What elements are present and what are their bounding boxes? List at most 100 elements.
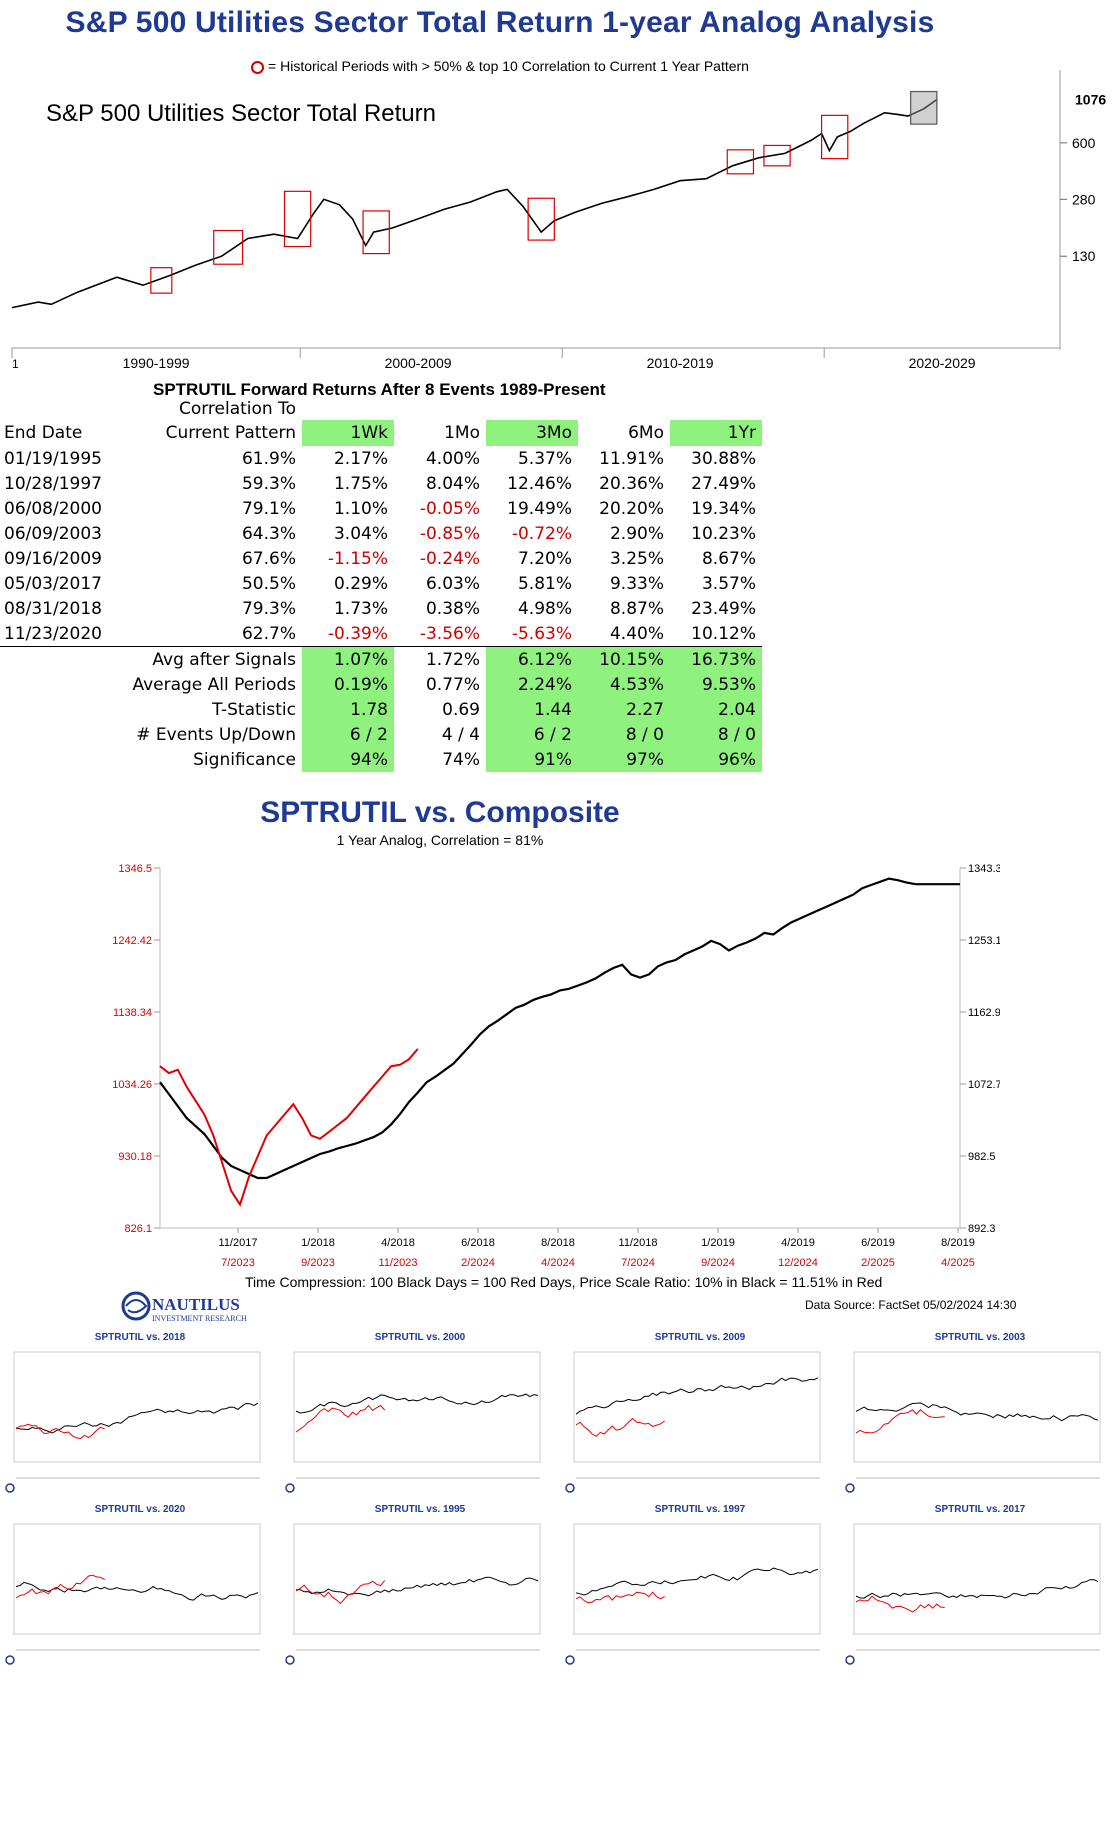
thumbnail-frame (573, 1351, 821, 1463)
table-cell: 1.73% (333, 598, 388, 619)
table-cell: 6.12% (486, 646, 578, 672)
table-cell: 9.33% (609, 573, 664, 594)
thumbnail-chart: SPTRUTIL vs. 1997 (565, 1504, 821, 1665)
table-cell: 11/23/2020 (4, 623, 102, 644)
logo-subtext: INVESTMENT RESEARCH (152, 1314, 247, 1323)
thumbnail-logo-icon (285, 1655, 295, 1665)
table-cell: 5.81% (517, 573, 572, 594)
logo-text: NAUTILUS (152, 1295, 240, 1314)
thumbnail-black-series (855, 1402, 1099, 1422)
highlight-period-box (213, 229, 244, 265)
composite-x-black-label: 6/2019 (861, 1237, 895, 1249)
page-title: S&P 500 Utilities Sector Total Return 1-… (65, 6, 935, 39)
composite-left-tick-label: 930.18 (118, 1151, 152, 1163)
logo-swirl-inner-icon (125, 1299, 148, 1314)
composite-black-series (159, 877, 960, 1180)
table-cell: 67.6% (241, 548, 296, 569)
composite-x-red-label: 2/2025 (861, 1257, 895, 1269)
thumbnail-frame (573, 1523, 821, 1635)
thumbnail-title: SPTRUTIL vs. 2020 (95, 1504, 186, 1515)
table-cell: 3.25% (609, 548, 664, 569)
composite-right-tick-label: 1072.7 (968, 1079, 1000, 1091)
table-cell: 19.49% (507, 498, 572, 519)
table-cell: 20.36% (599, 473, 664, 494)
composite-x-red-label: 7/2023 (221, 1257, 255, 1269)
composite-x-red-label: 11/2023 (379, 1257, 418, 1269)
table-cell: Average All Periods (132, 674, 296, 695)
composite-x-black-label: 11/2018 (619, 1237, 658, 1249)
composite-x-black-label: 6/2018 (461, 1237, 495, 1249)
composite-x-red-label: 2/2024 (461, 1257, 495, 1269)
table-cell: T-Statistic (212, 699, 296, 720)
composite-x-black-label: 4/2018 (381, 1237, 415, 1249)
table-cell: 3.04% (333, 523, 388, 544)
table-cell: 7.20% (517, 548, 572, 569)
table-cell: 1Wk (302, 420, 394, 446)
composite-red-series (159, 1048, 419, 1207)
thumbnail-black-series (855, 1579, 1099, 1599)
table-cell: 2.27 (578, 697, 670, 722)
table-header-row: Correlation To (0, 398, 762, 420)
table-cell: 10.12% (691, 623, 756, 644)
table-cell: -5.63% (511, 623, 572, 644)
table-cell: 64.3% (241, 523, 296, 544)
thumbnail-black-series (295, 1393, 539, 1414)
thumbnail-red-series (575, 1417, 665, 1437)
table-cell: 30.88% (691, 448, 756, 469)
thumbnail-frame (293, 1523, 541, 1635)
composite-x-black-label: 1/2018 (301, 1237, 335, 1249)
table-cell: 79.1% (241, 498, 296, 519)
table-cell (302, 398, 394, 420)
table-cell: 74% (442, 749, 480, 770)
table-cell: 6.03% (425, 573, 480, 594)
table-cell: Current Pattern (165, 423, 296, 443)
thumbnail-chart: SPTRUTIL vs. 2000 (285, 1332, 541, 1493)
table-cell: 61.9% (241, 448, 296, 469)
table-cell: 96% (670, 747, 762, 772)
table-summary-row: T-Statistic 1.78 0.69 1.44 2.27 2.04 (0, 697, 762, 722)
composite-x-black-label: 8/2019 (941, 1237, 975, 1249)
table-summary-row: Significance 94% 74% 91% 97% 96% (0, 747, 762, 772)
highlight-period-box (283, 190, 312, 248)
table-cell: 62.7% (241, 623, 296, 644)
highlight-period-box (362, 210, 390, 255)
table-cell: 2.04 (670, 697, 762, 722)
table-row: 06/08/2000 79.1% 1.10% -0.05% 19.49% 20.20% 19… (0, 496, 762, 521)
table-cell: Correlation To (178, 399, 296, 419)
table-cell: 27.49% (691, 473, 756, 494)
top-line-chart: 130 280 600 1076 1 1990-1999 2000-2009 2010-201… (11, 70, 1106, 371)
table-cell: 08/31/2018 (4, 598, 102, 619)
composite-x-red-label: 4/2024 (541, 1257, 575, 1269)
table-cell: 06/09/2003 (4, 523, 102, 544)
table-cell: 2.24% (486, 672, 578, 697)
top-chart-last-value: 1076 (1075, 92, 1106, 108)
thumbnail-title: SPTRUTIL vs. 1997 (655, 1504, 746, 1515)
table-cell: 9.53% (670, 672, 762, 697)
thumbnail-title: SPTRUTIL vs. 1995 (375, 1504, 466, 1515)
table-header-row: End Date Current Pattern 1Wk 1Mo 3Mo 6Mo 1Yr (0, 420, 762, 446)
table-cell: 0.77% (425, 674, 480, 695)
table-cell: 6Mo (628, 423, 664, 443)
table-cell: -3.56% (419, 623, 480, 644)
table-cell: 59.3% (241, 473, 296, 494)
table-cell: 10/28/1997 (4, 473, 102, 494)
table-cell: 6 / 2 (302, 722, 394, 747)
composite-line-chart: 1346.5 1242.42 1138.34 1034.26 930.18 826.1 13… (112, 863, 1000, 1269)
table-cell: 2.90% (609, 523, 664, 544)
composite-right-tick-label: 1343.3 (968, 863, 1000, 875)
table-cell: 1.44 (486, 697, 578, 722)
table-cell: 4.00% (425, 448, 480, 469)
thumbnail-black-series (575, 1567, 819, 1596)
table-cell: -1.15% (327, 548, 388, 569)
thumbnail-frame (13, 1351, 261, 1463)
thumbnail-black-series (295, 1576, 539, 1597)
table-cell: 1.10% (333, 498, 388, 519)
table-cell: 11.91% (599, 448, 664, 469)
table-row: 10/28/1997 59.3% 1.75% 8.04% 12.46% 20.36% 27.… (0, 471, 762, 496)
table-cell: 8.87% (609, 598, 664, 619)
thumbnail-red-series (15, 1574, 105, 1599)
thumbnail-logo-icon (845, 1655, 855, 1665)
data-source: Data Source: FactSet 05/02/2024 14:30 (805, 1298, 1017, 1312)
table-cell: 01/19/1995 (4, 448, 102, 469)
